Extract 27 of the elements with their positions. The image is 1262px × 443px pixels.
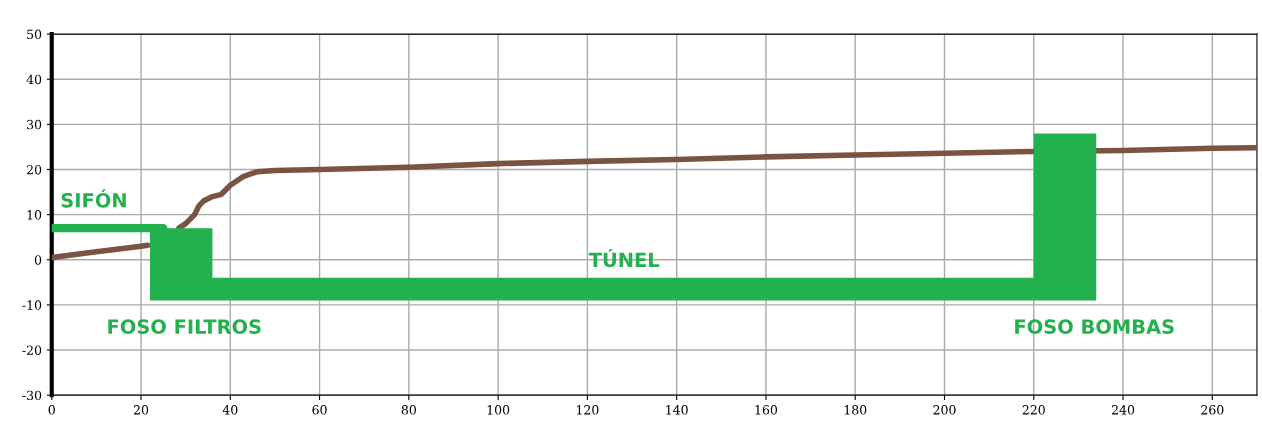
x-tick-label: 180 [844,405,867,415]
x-tick-label: 220 [1022,405,1045,415]
y-tick-label: 30 [27,119,42,130]
annotation: SIFÓN [61,189,126,208]
x-tick-label: 200 [933,405,956,415]
x-tick-label: 60 [312,405,327,415]
x-tick-label: 20 [133,405,149,415]
y-tick-label: 20 [26,164,42,175]
x-tick-label: 100 [487,405,510,415]
x-tick-label: 0 [48,405,55,415]
x-tick-label: 120 [576,405,599,415]
x-tick-label: 240 [1111,405,1135,415]
x-tick-label: 260 [1201,405,1224,415]
annotation: FOSO BOMBAS [1015,319,1174,334]
annotation: TÚNEL [588,248,660,268]
x-tick-label: 140 [666,405,688,415]
annotation: FOSO FILTROS [108,319,261,334]
y-tick-label: 0 [34,255,42,265]
y-tick-label: 10 [27,210,42,220]
x-tick-label: 40 [222,405,238,415]
x-tick-label: 80 [401,405,416,415]
y-tick-label: -20 [22,345,42,355]
y-tick-label: 40 [26,74,42,85]
y-tick-label: -30 [22,390,42,401]
y-tick-label: -10 [22,300,42,310]
y-tick-label: 50 [27,29,42,40]
x-tick-label: 160 [755,405,778,415]
